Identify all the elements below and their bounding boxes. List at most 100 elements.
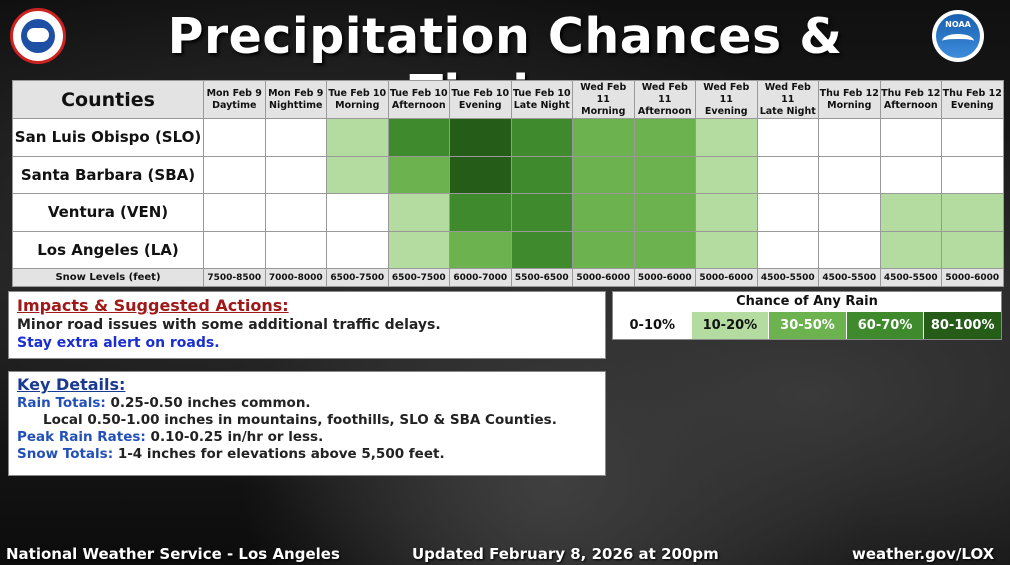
rain-chance-cell <box>572 230 635 269</box>
snow-levels-label: Snow Levels (feet) <box>12 268 204 287</box>
period-header: Tue Feb 10 Late Night <box>510 80 573 119</box>
period-time: Evening <box>458 99 502 111</box>
rain-chance-cell <box>818 118 881 157</box>
rain-chance-cell <box>387 118 450 157</box>
period-header: Tue Feb 10 Afternoon <box>387 80 450 119</box>
rain-chance-cell <box>326 193 389 232</box>
period-time: Evening <box>950 99 994 111</box>
legend-swatch: 80-100% <box>923 312 1001 339</box>
rain-totals-key: Rain Totals: <box>17 395 106 411</box>
rain-totals-local: Local 0.50-1.00 inches in mountains, foo… <box>43 412 557 428</box>
period-day: Tue Feb 10 <box>328 87 387 99</box>
period-header: Tue Feb 10 Morning <box>326 80 389 119</box>
period-day: Tue Feb 10 <box>389 87 448 99</box>
rain-chance-cell <box>203 230 266 269</box>
period-day: Tue Feb 10 <box>451 87 510 99</box>
rain-chance-cell <box>326 155 389 194</box>
snow-level-cell: 4500-5500 <box>756 268 819 287</box>
county-row: Santa Barbara (SBA) <box>12 155 1004 194</box>
period-day: Wed Feb 11 <box>641 81 688 105</box>
rain-chance-cell <box>879 230 942 269</box>
rain-chance-cell <box>818 193 881 232</box>
rain-chance-cell <box>326 230 389 269</box>
legend-swatch: 0-10% <box>613 312 691 339</box>
period-time: Afternoon <box>391 99 446 111</box>
county-row: Los Angeles (LA) <box>12 230 1004 269</box>
period-day: Wed Feb 11 <box>580 81 627 105</box>
rain-chance-legend: Chance of Any Rain 0-10% 10-20% 30-50% 60-7… <box>612 291 1002 340</box>
county-name: Ventura (VEN) <box>12 193 204 232</box>
rain-totals: Rain Totals: 0.25-0.50 inches common. <box>17 395 597 411</box>
period-header: Wed Feb 11 Evening <box>695 80 758 119</box>
precip-table: Counties Mon Feb 9 Daytime Mon Feb 9 Nightt… <box>12 80 1004 287</box>
rain-chance-cell <box>756 193 819 232</box>
period-time: Afternoon <box>883 99 938 111</box>
legend-swatch: 60-70% <box>845 312 924 339</box>
footer-office: National Weather Service - Los Angeles <box>6 545 340 563</box>
rain-chance-cell <box>449 155 512 194</box>
details-heading: Key Details: <box>17 375 126 394</box>
snow-level-cell: 7500-8500 <box>203 268 266 287</box>
rain-chance-cell <box>510 230 573 269</box>
rain-chance-cell <box>203 155 266 194</box>
period-time: Morning <box>827 99 872 111</box>
key-details-panel: Key Details: Rain Totals: 0.25-0.50 inch… <box>8 371 606 476</box>
counties-header: Counties <box>12 80 204 119</box>
rain-chance-cell <box>510 193 573 232</box>
rain-chance-cell <box>941 155 1004 194</box>
period-time: Nighttime <box>269 99 323 111</box>
period-header: Thu Feb 12 Morning <box>818 80 881 119</box>
peak-rates-key: Peak Rain Rates: <box>17 429 146 445</box>
rain-chance-cell <box>572 155 635 194</box>
rain-chance-cell <box>264 193 327 232</box>
legend-swatch: 30-50% <box>768 312 846 339</box>
period-header: Thu Feb 12 Afternoon <box>879 80 942 119</box>
rain-chance-cell <box>818 155 881 194</box>
footer-url[interactable]: weather.gov/LOX <box>852 545 995 563</box>
period-time: Daytime <box>212 99 257 111</box>
rain-chance-cell <box>695 155 758 194</box>
period-header: Mon Feb 9 Nighttime <box>264 80 327 119</box>
impacts-line: Minor road issues with some additional t… <box>17 317 441 333</box>
rain-totals-value: 0.25-0.50 inches common. <box>110 395 311 411</box>
snow-totals-value: 1-4 inches for elevations above 5,500 fe… <box>117 446 445 462</box>
snow-totals: Snow Totals: 1-4 inches for elevations a… <box>17 446 597 462</box>
footer-updated: Updated February 8, 2026 at 200pm <box>412 545 719 563</box>
snow-level-cell: 4500-5500 <box>818 268 881 287</box>
legend-swatches: 0-10% 10-20% 30-50% 60-70% 80-100% <box>613 312 1001 339</box>
snow-level-cell: 6000-7000 <box>449 268 512 287</box>
rain-chance-cell <box>449 230 512 269</box>
county-name: Santa Barbara (SBA) <box>12 155 204 194</box>
rain-chance-cell <box>387 155 450 194</box>
snow-level-cell: 5000-6000 <box>695 268 758 287</box>
period-day: Mon Feb 9 <box>206 87 262 99</box>
rain-chance-cell <box>941 193 1004 232</box>
period-time: Morning <box>581 105 626 117</box>
period-day: Thu Feb 12 <box>881 87 941 99</box>
peak-rain-rates: Peak Rain Rates: 0.10-0.25 in/hr or less… <box>17 429 597 445</box>
period-day: Tue Feb 10 <box>512 87 571 99</box>
rain-chance-cell <box>879 118 942 157</box>
county-row: Ventura (VEN) <box>12 193 1004 232</box>
snow-level-cell: 6500-7500 <box>326 268 389 287</box>
snow-level-cell: 5000-6000 <box>633 268 696 287</box>
rain-chance-cell <box>818 230 881 269</box>
noaa-logo-text: NOAA <box>945 20 971 29</box>
rain-chance-cell <box>264 230 327 269</box>
rain-chance-cell <box>756 155 819 194</box>
table-body: San Luis Obispo (SLO) Santa Barbara (SBA)… <box>12 118 1004 287</box>
period-header: Wed Feb 11 Late Night <box>756 80 819 119</box>
period-header: Wed Feb 11 Morning <box>572 80 635 119</box>
legend-swatch: 10-20% <box>690 312 769 339</box>
rain-chance-cell <box>633 118 696 157</box>
rain-chance-cell <box>203 118 266 157</box>
rain-chance-cell <box>633 230 696 269</box>
snow-level-cell: 5500-6500 <box>510 268 573 287</box>
rain-chance-cell <box>695 193 758 232</box>
rain-chance-cell <box>264 155 327 194</box>
county-row: San Luis Obispo (SLO) <box>12 118 1004 157</box>
noaa-logo: NOAA <box>932 10 984 62</box>
impacts-alert: Stay extra alert on roads. <box>17 335 220 351</box>
period-day: Thu Feb 12 <box>942 87 1002 99</box>
snow-level-cell: 6500-7500 <box>387 268 450 287</box>
